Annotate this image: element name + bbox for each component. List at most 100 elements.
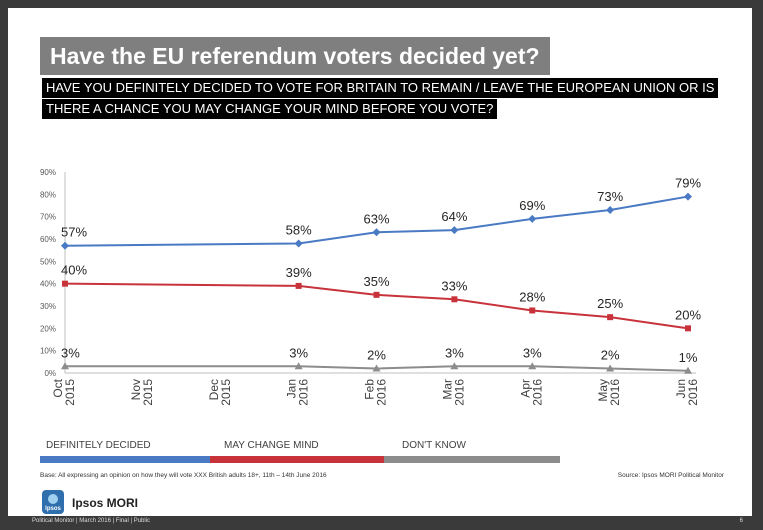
y-tick-label: 50% [40, 257, 56, 266]
question-line-2: THERE A CHANCE YOU MAY CHANGE YOUR MIND … [42, 99, 498, 119]
x-tick-label-line: Apr [518, 379, 532, 398]
data-point-marker [606, 364, 615, 372]
data-point-marker [684, 192, 692, 201]
legend-label-dont-know: DON'T KNOW [402, 440, 466, 451]
x-tick-label-line: 2015 [219, 379, 233, 406]
y-tick-label: 10% [40, 347, 56, 356]
footer: Political Monitor | March 2016 | Final |… [0, 516, 763, 530]
x-tick-label-line: 2015 [141, 379, 155, 406]
data-point-marker [684, 366, 692, 374]
data-label: 3% [61, 345, 80, 360]
legend-swatch-definitely-decided [40, 456, 210, 463]
data-label: 3% [523, 345, 542, 360]
data-point-marker [528, 214, 537, 223]
data-label: 3% [289, 345, 308, 360]
data-label: 28% [519, 289, 545, 304]
x-tick-label-line: Dec [207, 379, 221, 400]
slide: Have the EU referendum voters decided ye… [8, 8, 752, 516]
data-point-marker [606, 205, 615, 214]
series-line-1 [64, 282, 689, 330]
ipsos-logo: Ipsos [42, 490, 64, 514]
data-label: 58% [286, 222, 312, 237]
data-point-marker [373, 291, 380, 298]
x-tick-label-line: Feb [363, 379, 377, 400]
data-point-marker [685, 325, 691, 332]
x-tick-label-line: Nov [129, 379, 143, 400]
data-point-marker [295, 282, 302, 289]
x-tick-label-line: Jan [285, 379, 299, 398]
x-tick-label-line: Oct [51, 378, 65, 397]
x-tick-label-line: Jun [674, 379, 688, 398]
data-point-marker [372, 364, 381, 372]
x-tick-label-line: 2016 [452, 379, 466, 406]
data-label: 73% [597, 189, 623, 204]
legend-swatch-dont-know [384, 456, 560, 463]
question-text: HAVE YOU DEFINITELY DECIDED TO VOTE FOR … [42, 78, 719, 120]
data-point-marker [529, 307, 536, 314]
data-label: 79% [675, 176, 701, 191]
question-line-1: HAVE YOU DEFINITELY DECIDED TO VOTE FOR … [42, 78, 719, 98]
data-label: 64% [441, 209, 467, 224]
data-label: 40% [61, 263, 87, 278]
page-number: 6 [739, 518, 743, 524]
y-tick-label: 40% [40, 280, 56, 289]
data-point-marker [607, 314, 614, 321]
legend-swatch-may-change-mind [210, 456, 384, 463]
data-point-marker [61, 362, 69, 370]
data-point-marker [61, 241, 69, 250]
data-label: 2% [601, 348, 620, 363]
data-label: 35% [363, 274, 389, 289]
data-point-marker [62, 280, 68, 287]
x-tick-label-line: 2016 [608, 379, 622, 406]
source-note: Source: Ipsos MORI Political Monitor [617, 472, 724, 479]
x-tick-label-line: 2015 [63, 379, 77, 406]
data-label: 20% [675, 307, 701, 322]
page-title: Have the EU referendum voters decided ye… [40, 37, 550, 75]
data-point-marker [372, 228, 381, 237]
x-tick-label-line: 2016 [375, 379, 389, 406]
data-point-marker [528, 362, 537, 370]
data-point-marker [451, 296, 458, 303]
logo-circle-icon [48, 494, 58, 504]
x-tick-label-line: 2016 [686, 379, 700, 406]
data-point-marker [450, 226, 459, 235]
y-tick-label: 0% [44, 369, 56, 378]
data-point-marker [450, 362, 459, 370]
base-note: Base: All expressing an opinion on how t… [40, 472, 327, 479]
y-tick-label: 60% [40, 235, 56, 244]
data-label: 39% [286, 265, 312, 280]
legend-item-definitely-decided: DEFINITELY DECIDED MAY CHANGE MIND DON'T… [8, 440, 752, 463]
legend-label-may-change-mind: MAY CHANGE MIND [224, 440, 319, 451]
data-label: 63% [363, 211, 389, 226]
y-tick-label: 20% [40, 324, 56, 333]
x-tick-label-line: Mar [440, 379, 454, 400]
data-label: 69% [519, 198, 545, 213]
data-label: 1% [679, 350, 698, 365]
y-tick-label: 30% [40, 302, 56, 311]
logo-text: Ipsos [45, 506, 61, 512]
footer-text: Political Monitor | March 2016 | Final |… [32, 518, 151, 524]
y-tick-label: 90% [40, 168, 56, 177]
data-label: 33% [441, 278, 467, 293]
y-tick-label: 70% [40, 213, 56, 222]
data-label: 2% [367, 348, 386, 363]
legend-label-definitely-decided: DEFINITELY DECIDED [46, 440, 151, 451]
y-tick-label: 80% [40, 190, 56, 199]
x-tick-label-line: 2016 [297, 379, 311, 406]
x-tick-label-line: May [596, 379, 610, 402]
data-label: 3% [445, 345, 464, 360]
data-point-marker [294, 239, 303, 248]
x-tick-label-line: 2016 [530, 379, 544, 406]
data-label: 57% [61, 225, 87, 240]
data-label: 25% [597, 296, 623, 311]
